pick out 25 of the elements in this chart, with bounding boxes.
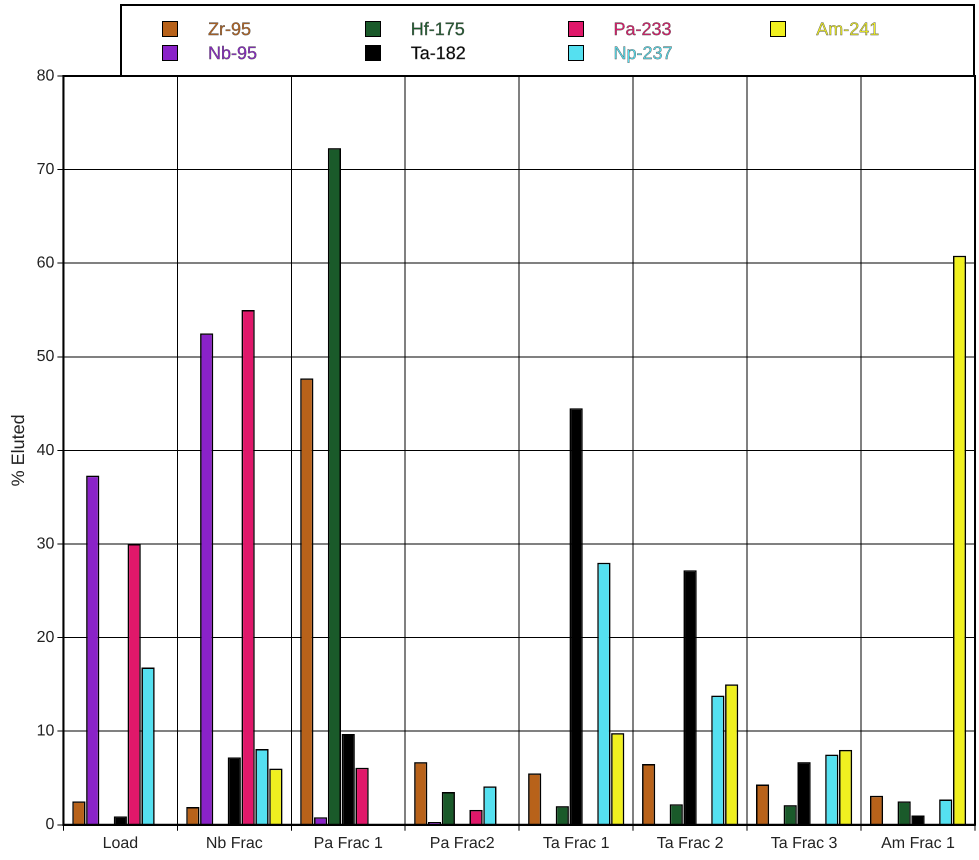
legend-label: Pa-233 bbox=[614, 18, 672, 40]
y-tick-label: 30 bbox=[36, 535, 54, 552]
y-tick-label: 70 bbox=[36, 161, 54, 178]
y-tick-label: 80 bbox=[36, 67, 54, 84]
legend-label: Ta-182 bbox=[410, 42, 466, 64]
y-tick-label: 10 bbox=[36, 722, 54, 740]
legend-label: Am-241 bbox=[816, 18, 880, 40]
legend-label: Nb-95 bbox=[208, 42, 258, 64]
legend-label: Np-237 bbox=[614, 42, 673, 64]
y-axis-title: % Eluted bbox=[8, 414, 28, 486]
x-tick-label: Pa Frac2 bbox=[430, 834, 495, 852]
x-tick-label: Ta Frac 3 bbox=[770, 834, 838, 852]
y-tick-label: 0 bbox=[45, 816, 54, 834]
x-tick-label: Ta Frac 1 bbox=[542, 834, 610, 852]
legend-label: Hf-175 bbox=[410, 18, 465, 40]
y-tick-label: 20 bbox=[36, 629, 54, 646]
x-tick-label: Am Frac 1 bbox=[881, 834, 956, 852]
x-tick-label: Pa Frac 1 bbox=[314, 834, 384, 852]
x-tick-label: Load bbox=[102, 834, 138, 852]
y-tick-label: 60 bbox=[36, 254, 54, 272]
y-tick-label: 40 bbox=[36, 442, 54, 459]
x-tick-label: Ta Frac 2 bbox=[656, 834, 724, 852]
legend-label: Zr-95 bbox=[208, 18, 252, 40]
x-tick-label: Nb Frac bbox=[206, 834, 263, 852]
y-tick-label: 50 bbox=[36, 348, 54, 366]
